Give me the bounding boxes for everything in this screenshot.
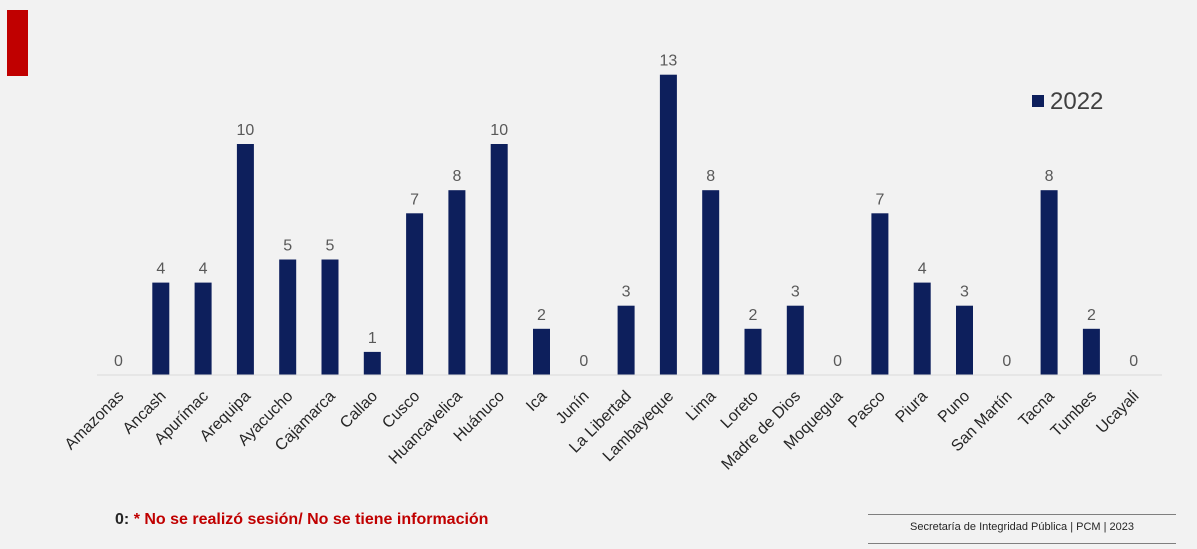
value-label: 1 [368, 330, 377, 347]
category-label: Ica [523, 388, 550, 415]
value-label: 5 [326, 238, 335, 255]
value-label: 0 [114, 353, 123, 370]
value-label: 8 [706, 168, 715, 185]
value-label: 7 [410, 191, 419, 208]
category-label: Piura [893, 388, 932, 427]
category-label: Puno [935, 388, 974, 427]
value-label: 7 [875, 191, 884, 208]
value-label: 3 [960, 284, 969, 301]
category-label: Lima [683, 388, 720, 425]
bar-ica [533, 328, 550, 375]
value-label: 10 [490, 122, 508, 139]
footer-divider-top [868, 514, 1176, 515]
legend-swatch [1032, 95, 1044, 107]
bar-piura [913, 282, 931, 375]
value-label: 8 [452, 168, 461, 185]
category-label: Amazonas [62, 388, 127, 453]
footer-credit: Secretaría de Integridad Pública | PCM |… [909, 521, 1134, 533]
category-label: Tumbes [1048, 388, 1100, 440]
value-label: 13 [660, 53, 678, 70]
bar-chart: 0 4 4 10 5 5 1 7 8 10 2 0 3 13 8 2 3 0 7 4 3 0 8 2 0 AmazonasAnc… [62, 53, 1162, 474]
bar-la-libertad [617, 305, 635, 375]
legend: 2022 [1032, 88, 1103, 115]
category-label: Ucayali [1093, 388, 1142, 437]
legend-label: 2022 [1050, 88, 1103, 115]
value-label: 0 [1129, 353, 1138, 370]
bar-pasco [871, 213, 889, 375]
bar-madre-de-dios [786, 305, 804, 375]
bar-lambayeque [659, 74, 677, 375]
category-label: Huancavelica [386, 388, 466, 468]
value-label: 0 [833, 353, 842, 370]
value-label: 2 [537, 307, 546, 324]
bar-cajamarca [321, 259, 339, 375]
footnote-note: * No se realizó sesión/ No se tiene info… [133, 511, 489, 528]
value-label: 2 [749, 307, 758, 324]
bar-apurímac [194, 282, 212, 375]
footnote-zero-label: 0: [115, 511, 130, 528]
value-label: 0 [579, 353, 588, 370]
category-label: Junín [553, 388, 593, 428]
value-label: 4 [199, 261, 208, 278]
value-label: 4 [156, 261, 165, 278]
bar-tumbes [1082, 328, 1100, 375]
bar-tacna [1040, 190, 1058, 375]
bar-arequipa [236, 144, 254, 375]
value-label: 2 [1087, 307, 1096, 324]
category-label: Pasco [845, 388, 889, 432]
value-label: 0 [1002, 353, 1011, 370]
bar-cusco [406, 213, 424, 375]
value-label: 5 [283, 238, 292, 255]
bar-lima [702, 190, 720, 375]
value-label: 3 [791, 284, 800, 301]
bar-callao [363, 351, 381, 375]
bar-huancavelica [448, 190, 466, 375]
value-label: 10 [237, 122, 255, 139]
bar-puno [956, 305, 973, 375]
bars-group [152, 74, 1100, 375]
bar-ancash [152, 282, 170, 375]
bar-loreto [744, 328, 762, 375]
category-labels-group: AmazonasAncashApurímacArequipaAyacuchoCa… [62, 388, 1143, 474]
category-label: Callao [337, 388, 381, 432]
value-label: 8 [1045, 168, 1054, 185]
accent-tab [7, 10, 28, 76]
value-label: 3 [622, 284, 631, 301]
bar-ayacucho [279, 259, 297, 375]
footer-divider-bottom [868, 543, 1176, 544]
footnote: 0: * No se realizó sesión/ No se tiene i… [115, 511, 488, 529]
bar-huánuco [490, 144, 508, 375]
value-labels-group: 0 4 4 10 5 5 1 7 8 10 2 0 3 13 8 2 3 0 7 4 3 0 8 2 0 [114, 53, 1138, 370]
value-label: 4 [918, 261, 927, 278]
